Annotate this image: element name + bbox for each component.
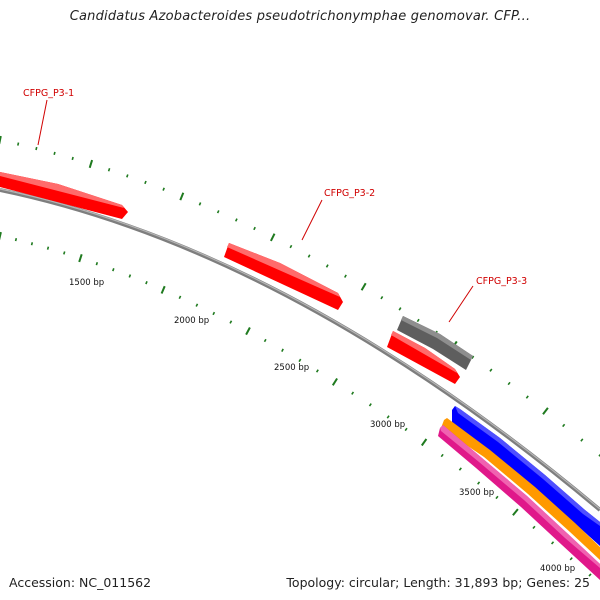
outer-scale-tick [234, 218, 238, 222]
bp-label-2500: 2500 bp [274, 363, 309, 373]
outer-scale-tick [198, 202, 202, 206]
gene-cfpg-p3-1[interactable] [0, 172, 128, 219]
outer-scale-tick [17, 142, 20, 146]
bp-label-3500: 3500 bp [459, 488, 494, 498]
topology-text: Topology: circular; Length: 31,893 bp; G… [286, 575, 590, 590]
inner-scale-tick [420, 438, 428, 447]
outer-scale-tick [525, 395, 529, 399]
bp-label-4000: 4000 bp [540, 564, 575, 574]
outer-scale-tick [489, 368, 493, 372]
gene-label-cfpg-p3-2[interactable]: CFPG_P3-2 [324, 188, 375, 199]
outer-scale-tick [360, 282, 367, 291]
inner-scale-tick [229, 320, 233, 324]
inner-scale-tick [477, 481, 481, 485]
inner-scale-tick [298, 358, 302, 363]
gene-blue[interactable] [452, 406, 600, 546]
outer-scale-tick [598, 453, 600, 457]
inner-scale-tick [458, 467, 462, 471]
bp-label-2000: 2000 bp [174, 316, 209, 326]
outer-scale-tick [542, 407, 549, 415]
inner-scale-tick [14, 238, 18, 242]
outer-scale-tick [416, 318, 420, 323]
gene-cfpg-p3-2[interactable] [224, 243, 343, 310]
inner-scale-tick [512, 508, 519, 516]
outer-scale-tick [562, 423, 566, 428]
inner-scale-tick [78, 253, 83, 263]
bp-label-3000: 3000 bp [370, 420, 405, 430]
inner-scale-tick [351, 391, 355, 395]
outer-scale-tick [71, 156, 74, 161]
outer-scale-tick [216, 210, 220, 214]
inner-scale-tick [495, 495, 499, 500]
outer-scale-tick [380, 295, 384, 300]
inner-scale-tick [315, 369, 319, 373]
gene-label-cfpg-p3-1[interactable]: CFPG_P3-1 [23, 88, 74, 99]
bp-label-1500: 1500 bp [69, 278, 104, 288]
outer-scale-tick [471, 355, 475, 359]
inner-scale-tick [263, 338, 267, 343]
inner-scale-tick [30, 242, 34, 246]
outer-scale-tick [0, 135, 2, 145]
outer-scale-tick [325, 264, 329, 268]
inner-scale-tick [331, 377, 338, 386]
inner-scale-tick [386, 415, 390, 419]
inner-scale-tick [550, 541, 555, 545]
gene-red-4[interactable] [387, 331, 460, 384]
gene-cfpg-p3-3[interactable] [397, 316, 473, 370]
outer-scale-tick [88, 159, 94, 169]
inner-scale-tick [112, 268, 115, 272]
genome-backbone [0, 188, 600, 512]
outer-scale-tick [344, 274, 347, 278]
leader-line-cfpg-p3-2 [301, 199, 323, 241]
inner-scale-tick [440, 453, 444, 458]
inner-scale-tick [178, 295, 182, 300]
inner-scale-tick [368, 403, 372, 407]
inner-scale-tick [588, 573, 592, 577]
outer-scale-tick [162, 187, 165, 191]
outer-scale-tick [580, 438, 584, 442]
inner-scale-tick [212, 311, 216, 316]
outer-scale-tick [289, 244, 293, 249]
outer-scale-tick [53, 151, 56, 155]
leader-line-cfpg-p3-1 [37, 99, 48, 146]
gene-pink[interactable] [438, 425, 600, 580]
leader-line-cfpg-p3-3 [448, 285, 474, 323]
outer-scale-tick [507, 381, 511, 386]
gene-orange[interactable] [441, 418, 600, 560]
outer-scale-tick [253, 226, 256, 231]
inner-scale-tick [0, 231, 2, 241]
inner-scale-tick [532, 525, 536, 530]
outer-scale-tick [107, 168, 111, 172]
map-title: Candidatus Azobacteroides pseudotrichony… [69, 9, 531, 24]
tick-marks [0, 135, 600, 577]
inner-scale-tick [95, 262, 99, 266]
outer-scale-tick [270, 233, 276, 242]
gene-label-cfpg-p3-3[interactable]: CFPG_P3-3 [476, 276, 527, 287]
outer-scale-tick [144, 180, 147, 185]
inner-scale-tick [569, 557, 573, 561]
inner-scale-tick [128, 274, 132, 278]
genome-backbone-highlight [0, 188, 600, 510]
outer-scale-tick [35, 146, 38, 151]
inner-scale-tick [404, 427, 408, 432]
outer-scale-tick [398, 307, 402, 311]
outer-scale-tick [179, 192, 185, 201]
inner-scale-tick [145, 281, 148, 285]
inner-scale-tick [195, 303, 199, 307]
inner-scale-tick [160, 285, 166, 294]
outer-scale-tick [126, 174, 129, 178]
inner-scale-tick [281, 348, 284, 352]
accession-text: Accession: NC_011562 [9, 575, 152, 590]
inner-scale-tick [46, 246, 50, 250]
inner-scale-tick [63, 251, 66, 255]
outer-scale-tick [307, 254, 311, 258]
inner-scale-tick [245, 327, 251, 336]
